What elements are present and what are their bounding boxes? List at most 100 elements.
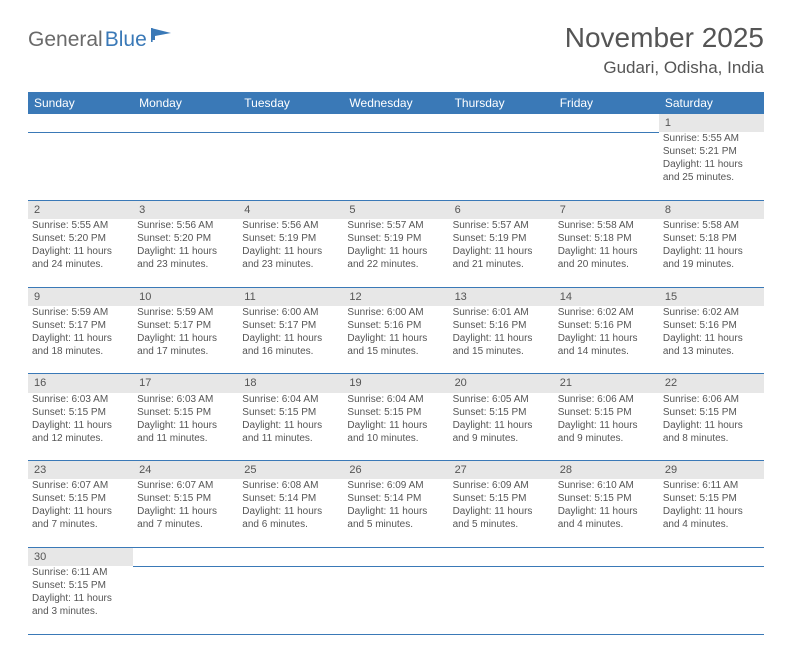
empty-cell [238,114,343,132]
sunset-line: Sunset: 5:15 PM [663,406,760,419]
weekday-header: Monday [133,92,238,114]
sunset-line: Sunset: 5:14 PM [242,492,339,505]
sunrise-line: Sunrise: 6:10 AM [558,479,655,492]
daylight-line: Daylight: 11 hours and 5 minutes. [347,505,444,531]
daylight-line: Daylight: 11 hours and 4 minutes. [663,505,760,531]
sunset-line: Sunset: 5:19 PM [453,232,550,245]
sunrise-line: Sunrise: 6:06 AM [663,393,760,406]
sunrise-line: Sunrise: 6:01 AM [453,306,550,319]
day-cell: Sunrise: 6:03 AMSunset: 5:15 PMDaylight:… [28,393,133,461]
weekday-header: Thursday [449,92,554,114]
sunset-line: Sunset: 5:15 PM [32,579,129,592]
sunset-line: Sunset: 5:19 PM [347,232,444,245]
day-number-row: 1 [28,114,764,132]
day-cell: Sunrise: 6:06 AMSunset: 5:15 PMDaylight:… [659,393,764,461]
daylight-line: Daylight: 11 hours and 18 minutes. [32,332,129,358]
sunset-line: Sunset: 5:19 PM [242,232,339,245]
sunrise-line: Sunrise: 5:58 AM [663,219,760,232]
empty-cell [554,114,659,132]
sunrise-line: Sunrise: 6:02 AM [558,306,655,319]
empty-cell [659,566,764,634]
daylight-line: Daylight: 11 hours and 19 minutes. [663,245,760,271]
daylight-line: Daylight: 11 hours and 8 minutes. [663,419,760,445]
sunrise-line: Sunrise: 6:07 AM [32,479,129,492]
day-cell: Sunrise: 5:56 AMSunset: 5:19 PMDaylight:… [238,219,343,287]
day-cell: Sunrise: 6:07 AMSunset: 5:15 PMDaylight:… [133,479,238,547]
location: Gudari, Odisha, India [565,58,764,78]
day-cell: Sunrise: 6:02 AMSunset: 5:16 PMDaylight:… [554,306,659,374]
day-cell: Sunrise: 5:56 AMSunset: 5:20 PMDaylight:… [133,219,238,287]
day-info-row: Sunrise: 5:59 AMSunset: 5:17 PMDaylight:… [28,306,764,374]
logo-word2: Blue [105,28,147,52]
empty-cell [449,114,554,132]
sunrise-line: Sunrise: 5:55 AM [32,219,129,232]
sunset-line: Sunset: 5:20 PM [137,232,234,245]
day-number: 24 [133,461,238,480]
daylight-line: Daylight: 11 hours and 14 minutes. [558,332,655,358]
daylight-line: Daylight: 11 hours and 4 minutes. [558,505,655,531]
empty-cell [449,132,554,200]
sunrise-line: Sunrise: 6:04 AM [242,393,339,406]
day-number: 5 [343,200,448,219]
daylight-line: Daylight: 11 hours and 9 minutes. [558,419,655,445]
day-cell: Sunrise: 5:55 AMSunset: 5:20 PMDaylight:… [28,219,133,287]
day-number: 12 [343,287,448,306]
daylight-line: Daylight: 11 hours and 10 minutes. [347,419,444,445]
sunrise-line: Sunrise: 6:11 AM [663,479,760,492]
sunset-line: Sunset: 5:15 PM [558,406,655,419]
day-cell: Sunrise: 6:11 AMSunset: 5:15 PMDaylight:… [28,566,133,634]
sunrise-line: Sunrise: 6:06 AM [558,393,655,406]
daylight-line: Daylight: 11 hours and 11 minutes. [242,419,339,445]
daylight-line: Daylight: 11 hours and 25 minutes. [663,158,760,184]
day-number: 25 [238,461,343,480]
daylight-line: Daylight: 11 hours and 21 minutes. [453,245,550,271]
day-cell: Sunrise: 6:00 AMSunset: 5:16 PMDaylight:… [343,306,448,374]
day-cell: Sunrise: 6:11 AMSunset: 5:15 PMDaylight:… [659,479,764,547]
sunset-line: Sunset: 5:16 PM [347,319,444,332]
day-number: 30 [28,547,133,566]
day-info-row: Sunrise: 5:55 AM Sunset: 5:20 PM Daylight:… [28,219,764,287]
day-number: 8 [659,200,764,219]
sunrise-line: Sunrise: 6:08 AM [242,479,339,492]
weekday-header: Friday [554,92,659,114]
day-number: 26 [343,461,448,480]
empty-cell [133,566,238,634]
daylight-line: Daylight: 11 hours and 9 minutes. [453,419,550,445]
day-info-row: Sunrise: 6:11 AMSunset: 5:15 PMDaylight:… [28,566,764,634]
day-number: 23 [28,461,133,480]
sunrise-line: Sunrise: 6:09 AM [347,479,444,492]
sunrise-line: Sunrise: 6:05 AM [453,393,550,406]
sunset-line: Sunset: 5:18 PM [663,232,760,245]
day-number: 11 [238,287,343,306]
day-info-row: Sunrise: 6:03 AMSunset: 5:15 PMDaylight:… [28,393,764,461]
sunset-line: Sunset: 5:15 PM [453,492,550,505]
daylight-line: Daylight: 11 hours and 20 minutes. [558,245,655,271]
sunset-line: Sunset: 5:15 PM [32,492,129,505]
day-number: 14 [554,287,659,306]
empty-cell [343,132,448,200]
day-cell: Sunrise: 6:04 AMSunset: 5:15 PMDaylight:… [238,393,343,461]
day-cell: Sunrise: 5:58 AMSunset: 5:18 PMDaylight:… [659,219,764,287]
sunset-line: Sunset: 5:15 PM [32,406,129,419]
empty-cell [28,132,133,200]
sunrise-line: Sunrise: 5:57 AM [453,219,550,232]
day-cell: Sunrise: 5:57 AMSunset: 5:19 PMDaylight:… [449,219,554,287]
sunset-line: Sunset: 5:15 PM [137,406,234,419]
empty-cell [554,132,659,200]
day-cell: Sunrise: 6:08 AMSunset: 5:14 PMDaylight:… [238,479,343,547]
daylight-line: Daylight: 11 hours and 17 minutes. [137,332,234,358]
daylight-line: Daylight: 11 hours and 15 minutes. [453,332,550,358]
empty-cell [343,114,448,132]
day-number: 19 [343,374,448,393]
day-number: 7 [554,200,659,219]
day-number: 4 [238,200,343,219]
day-number: 2 [28,200,133,219]
day-cell: Sunrise: 6:07 AMSunset: 5:15 PMDaylight:… [28,479,133,547]
day-info-row: Sunrise: 5:55 AMSunset: 5:21 PMDaylight:… [28,132,764,200]
day-number: 18 [238,374,343,393]
day-number-row: 16171819202122 [28,374,764,393]
daylight-line: Daylight: 11 hours and 5 minutes. [453,505,550,531]
empty-cell [28,114,133,132]
day-number: 16 [28,374,133,393]
daylight-line: Daylight: 11 hours and 16 minutes. [242,332,339,358]
